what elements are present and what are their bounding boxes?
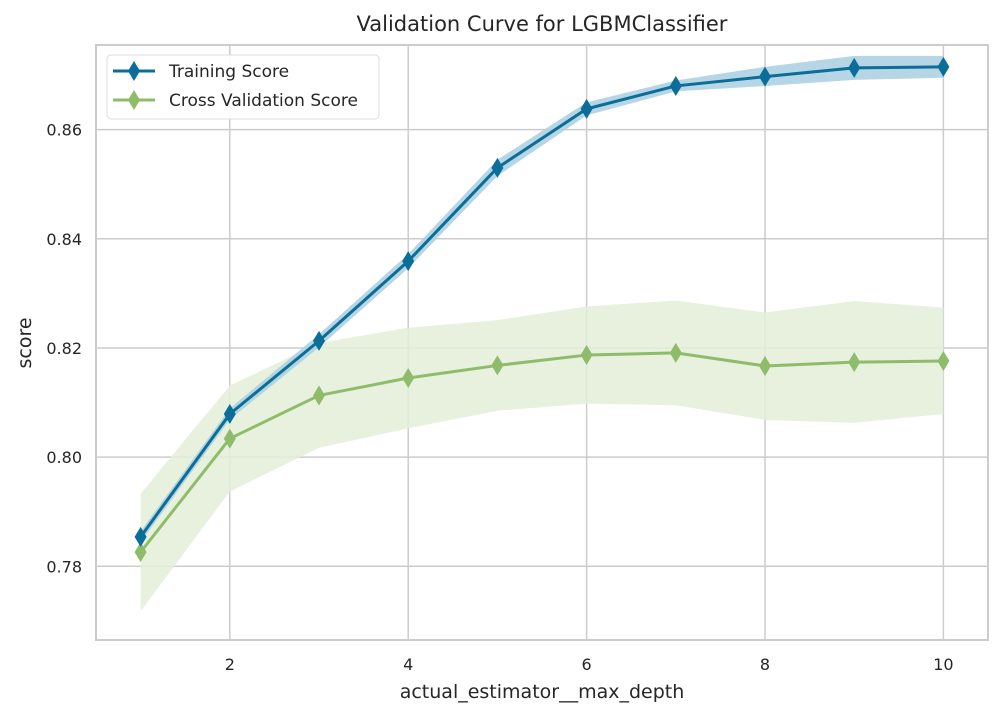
x-tick-label: 2 [225, 655, 235, 674]
y-tick-label: 0.86 [46, 121, 82, 140]
point-training [759, 66, 771, 87]
y-tick-label: 0.82 [46, 339, 82, 358]
x-tick-label: 6 [582, 655, 592, 674]
y-tick-label: 0.78 [46, 557, 82, 576]
band-cross-validation [140, 300, 944, 612]
series-lines [139, 65, 944, 554]
x-tick-label: 8 [760, 655, 770, 674]
point-training [491, 157, 504, 178]
y-axis-ticks: 0.78 0.80 0.82 0.84 0.86 [46, 121, 82, 577]
point-cross-validation [402, 367, 415, 388]
confidence-bands [140, 55, 944, 612]
legend-marker [128, 61, 140, 81]
point-cross-validation [223, 428, 236, 449]
series-markers [134, 56, 950, 563]
legend-entry: Cross Validation Score [169, 91, 358, 111]
x-axis-ticks: 2 4 6 8 10 [225, 655, 954, 674]
x-tick-label: 4 [403, 655, 413, 674]
point-training [223, 404, 236, 425]
point-training [580, 98, 593, 119]
y-tick-label: 0.80 [46, 448, 82, 467]
point-cross-validation [759, 355, 771, 376]
legend-entry: Training Score [168, 62, 289, 82]
point-cross-validation [491, 355, 504, 376]
x-tick-label: 10 [933, 655, 953, 674]
line-cross-validation [139, 351, 944, 554]
point-cross-validation [669, 342, 682, 363]
point-cross-validation [937, 351, 950, 372]
chart-title: Validation Curve for LGBMClassifier [357, 12, 728, 36]
y-axis-label: score [14, 317, 36, 368]
point-training [134, 526, 147, 547]
point-cross-validation [313, 385, 325, 406]
point-training [669, 75, 682, 96]
point-training [313, 330, 325, 351]
point-cross-validation [580, 345, 593, 366]
point-training [848, 57, 861, 78]
line-training [139, 65, 944, 538]
y-tick-label: 0.84 [46, 230, 82, 249]
legend-box [106, 54, 380, 120]
point-cross-validation [134, 542, 147, 563]
legend-marker [128, 90, 140, 110]
plot-border [95, 44, 989, 641]
point-cross-validation [848, 352, 861, 373]
legend: Training Score Cross Validation Score [106, 54, 380, 120]
point-training [937, 56, 950, 77]
point-training [402, 251, 415, 272]
x-axis-label: actual_estimator__max_depth [400, 681, 685, 703]
